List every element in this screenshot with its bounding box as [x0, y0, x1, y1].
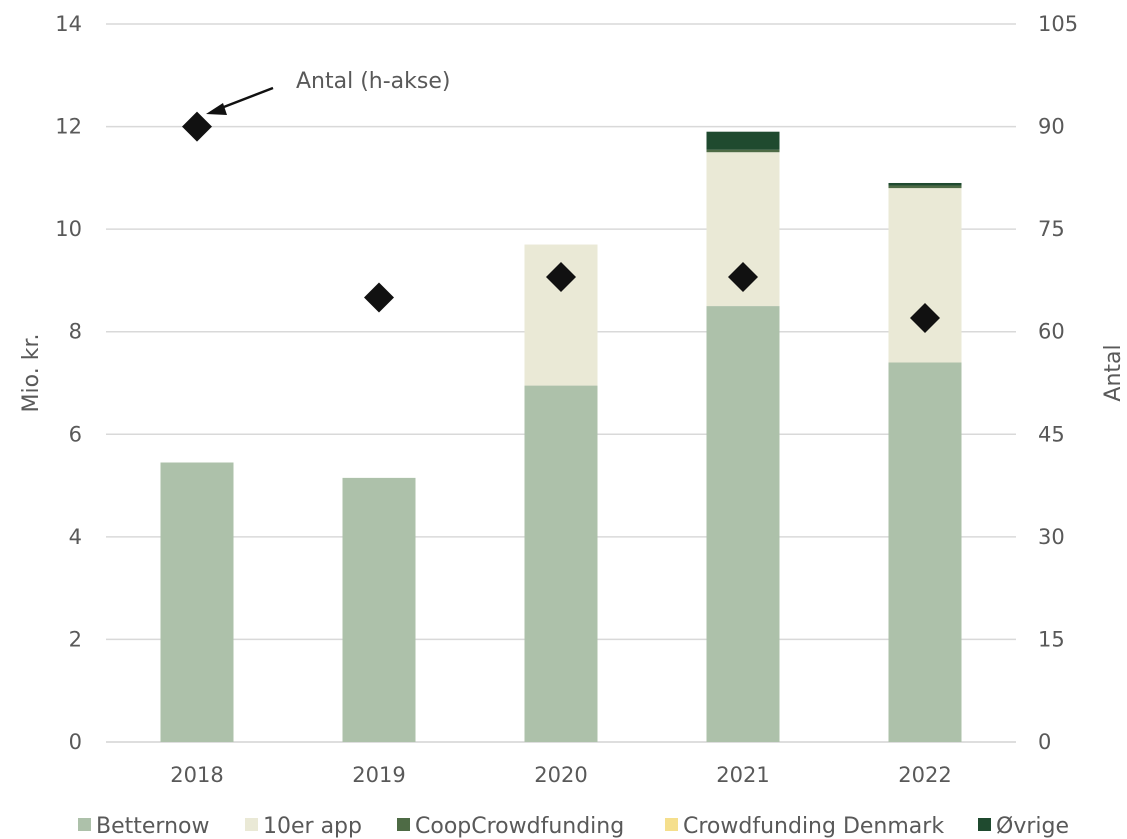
bar-segment [888, 182, 962, 186]
x-tick-label: 2022 [898, 763, 951, 787]
y-tick-label: 8 [69, 320, 82, 344]
y2-tick-label: 60 [1038, 320, 1065, 344]
bar-segment [706, 131, 780, 150]
y2-tick-label: 105 [1038, 12, 1078, 36]
y2-tick-label: 30 [1038, 525, 1065, 549]
legend-swatch [78, 818, 91, 831]
y-tick-label: 0 [69, 730, 82, 754]
annotation-arrow [215, 86, 274, 112]
x-tick-label: 2020 [534, 763, 587, 787]
bar-segment [524, 385, 598, 742]
bar-segment [706, 306, 780, 742]
annotation-arrowhead [206, 103, 227, 115]
y-axis-title-right: Antal [1101, 344, 1126, 401]
bar-segment [160, 462, 234, 742]
y2-tick-label: 15 [1038, 627, 1065, 651]
left-axis-ticks: 0 2 4 6 8 10 12 14 [55, 12, 82, 754]
legend-swatch [397, 818, 410, 831]
legend-label: Betternow [96, 814, 209, 839]
legend-swatch [245, 818, 258, 831]
annotation-text: Antal (h-akse) [296, 69, 450, 94]
legend-swatch [978, 818, 991, 831]
bar-segment [888, 362, 962, 742]
count-marker [364, 282, 394, 313]
legend-label: CoopCrowdfunding [415, 814, 624, 839]
bar-segment [888, 185, 962, 189]
y2-tick-label: 45 [1038, 422, 1065, 446]
legend-label: Øvrige [996, 814, 1069, 839]
count-marker [728, 262, 758, 293]
y-axis-title-left: Mio. kr. [19, 334, 44, 413]
annotation: Antal (h-akse) [206, 69, 450, 115]
y2-tick-label: 0 [1038, 730, 1051, 754]
y-tick-label: 10 [55, 217, 82, 241]
y-tick-label: 4 [69, 525, 82, 549]
count-markers [182, 111, 940, 334]
bar-segment [706, 149, 780, 153]
y-tick-label: 2 [69, 627, 82, 651]
bar-segment [342, 477, 416, 742]
x-tick-label: 2019 [352, 763, 405, 787]
bars [160, 131, 962, 742]
legend: Betternow 10er app CoopCrowdfunding Crowdfu… [78, 814, 1069, 839]
count-marker [910, 303, 940, 334]
x-tick-label: 2018 [170, 763, 223, 787]
count-marker [182, 111, 212, 142]
y-tick-label: 12 [55, 115, 82, 139]
right-axis-ticks: 0 15 30 45 60 75 90 105 [1038, 12, 1078, 754]
y2-tick-label: 90 [1038, 115, 1065, 139]
legend-swatch [665, 818, 678, 831]
x-axis-ticks: 2018 2019 2020 2021 2022 [170, 763, 951, 787]
count-marker [546, 262, 576, 293]
legend-label: Crowdfunding Denmark [683, 814, 944, 839]
x-tick-label: 2021 [716, 763, 769, 787]
bar-segment [888, 188, 962, 363]
y2-tick-label: 75 [1038, 217, 1065, 241]
y-tick-label: 6 [69, 422, 82, 446]
legend-label: 10er app [263, 814, 362, 839]
y-tick-label: 14 [55, 12, 82, 36]
